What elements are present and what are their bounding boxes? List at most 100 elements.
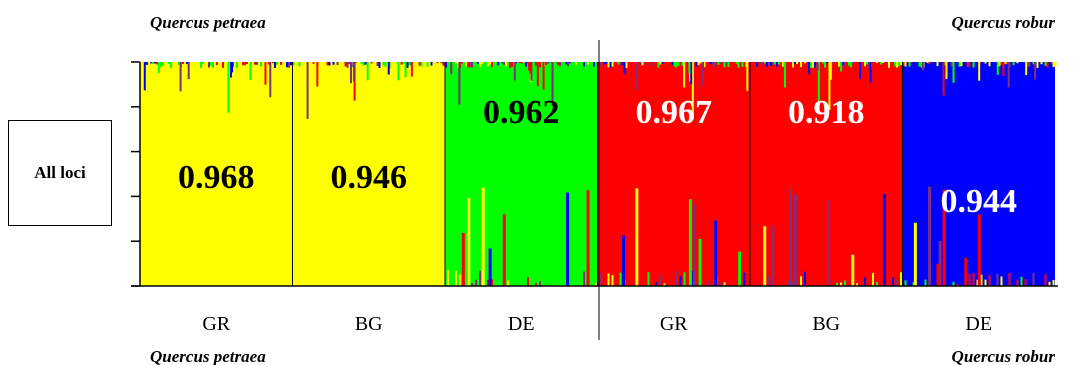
admixture-tick [617, 62, 620, 65]
admixture-tick [509, 62, 511, 68]
admixture-tick [864, 62, 866, 67]
admixture-tick [804, 271, 806, 286]
admixture-tick [603, 62, 606, 65]
admixture-tick [565, 62, 567, 65]
admixture-tick [286, 62, 288, 68]
admixture-spike [996, 62, 999, 75]
admixture-spike [404, 62, 407, 78]
admixture-tick [336, 62, 339, 65]
admixture-tick [896, 62, 898, 68]
admixture-tick [838, 62, 840, 67]
admixture-spike [816, 62, 819, 72]
admixture-tick [960, 62, 963, 67]
admixture-tick [527, 277, 529, 286]
admixture-tick [156, 62, 158, 65]
admixture-tick [426, 62, 429, 67]
admixture-tick [703, 62, 706, 68]
admixture-tick [557, 62, 559, 66]
admixture-tick [709, 62, 712, 65]
admixture-tick [607, 62, 610, 68]
admixture-tick [583, 62, 585, 67]
admixture-spike [913, 222, 917, 286]
admixture-tick [904, 62, 907, 67]
admixture-tick [479, 62, 481, 67]
admixture-tick [332, 62, 335, 65]
admixture-tick [442, 62, 445, 66]
group-label: DE [965, 313, 992, 335]
group-label: BG [355, 313, 383, 335]
admixture-tick [607, 273, 610, 286]
admixture-tick [312, 62, 315, 64]
loci-box: All loci [8, 120, 112, 226]
admixture-tick [880, 62, 882, 65]
admixture-spike [529, 62, 532, 74]
admixture-tick [559, 62, 561, 67]
admixture-tick [1012, 62, 1015, 66]
admixture-tick [469, 62, 471, 68]
admixture-tick [575, 62, 577, 65]
admixture-spike [306, 62, 309, 119]
admixture-tick [535, 62, 537, 66]
admixture-spike [977, 214, 981, 286]
admixture-tick [1036, 62, 1039, 68]
admixture-tick [814, 62, 816, 68]
admixture-spike [467, 198, 471, 286]
admixture-tick [1016, 280, 1019, 286]
admixture-tick [737, 62, 740, 68]
admixture-tick [290, 62, 292, 66]
admixture-tick [924, 279, 927, 286]
admixture-tick [984, 62, 987, 64]
group-bar-4 [750, 62, 903, 286]
admixture-tick [996, 274, 999, 286]
admixture-tick [639, 62, 642, 65]
admixture-tick [489, 62, 491, 65]
admixture-spike [714, 220, 718, 286]
admixture-tick [362, 62, 365, 66]
admixture-tick [836, 282, 838, 286]
admixture-tick [162, 62, 164, 66]
admixture-tick [475, 279, 477, 286]
admixture-tick [378, 62, 381, 68]
admixture-tick [812, 62, 814, 68]
admixture-spike [349, 62, 352, 84]
admixture-tick [272, 62, 274, 64]
admixture-spike [586, 190, 590, 286]
admixture-tick [679, 276, 682, 286]
admixture-tick [988, 62, 991, 67]
group-label: BG [812, 313, 840, 335]
admixture-spike [1034, 62, 1037, 80]
admixture-tick [503, 62, 505, 65]
admixture-tick [447, 270, 449, 286]
admixture-spike [683, 62, 686, 88]
admixture-tick [1000, 276, 1003, 286]
species-label-bottom-left: Quercus petraea [150, 347, 266, 365]
admixture-tick [884, 62, 886, 64]
admixture-tick [822, 62, 824, 64]
admixture-tick [741, 62, 744, 67]
admixture-tick [182, 62, 184, 65]
admixture-tick [976, 279, 979, 286]
admixture-tick [545, 62, 547, 66]
admixture-tick [527, 62, 529, 64]
admixture-tick [980, 274, 983, 286]
admixture-tick [804, 62, 806, 64]
admixture-spike [829, 62, 832, 80]
value-label: 0.967 [636, 94, 713, 131]
admixture-tick [926, 62, 929, 64]
admixture-spike [366, 62, 369, 81]
admixture-tick [477, 62, 479, 64]
admixture-tick [160, 62, 162, 68]
labels: 0.968 GR 0.946 BG 0.962 DE 0.967 GR 0.918 BG 0.944… [178, 94, 1017, 335]
admixture-tick [200, 62, 202, 68]
admixture-tick [912, 282, 915, 286]
admixture-tick [515, 62, 517, 64]
admixture-tick [525, 62, 527, 67]
admixture-tick [904, 280, 907, 286]
admixture-tick [683, 272, 686, 286]
species-label-top-right: Quercus robur [952, 13, 1056, 32]
admixture-spike [938, 240, 942, 286]
admixture-tick [902, 62, 905, 66]
admixture-tick [898, 62, 900, 67]
admixture-spike [536, 62, 539, 87]
